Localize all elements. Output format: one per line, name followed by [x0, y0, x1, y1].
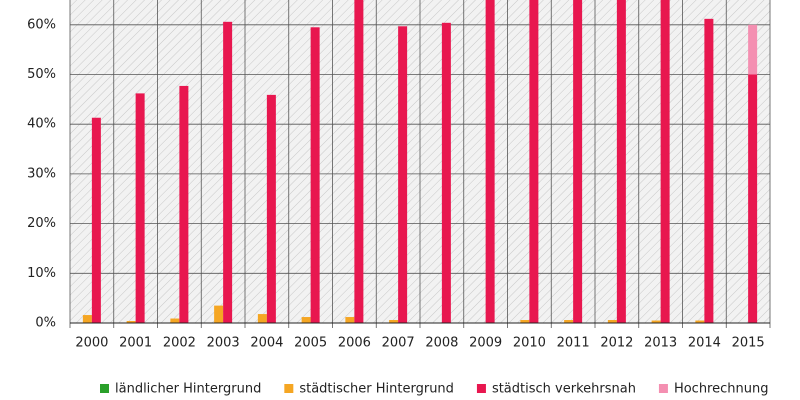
bar: [485, 0, 495, 323]
bar: [301, 317, 311, 323]
bar: [607, 320, 617, 323]
y-tick-label: 20%: [27, 216, 56, 231]
legend-swatch: [284, 384, 294, 393]
bar: [520, 320, 530, 323]
bar: [695, 320, 705, 323]
x-tick-label: 2001: [119, 336, 152, 351]
y-tick-label: 0%: [35, 316, 56, 331]
bar: [310, 27, 320, 323]
bar: [170, 318, 180, 323]
x-tick-label: 2009: [469, 336, 502, 351]
bar: [660, 0, 670, 323]
bars: [82, 0, 758, 324]
x-tick-label: 2005: [294, 336, 327, 351]
x-tick-label: 2003: [207, 336, 240, 351]
axes: 0% 10% 20% 30% 40% 50% 60% 2000 2001 2002 2003 2004…: [27, 17, 770, 351]
x-tick-label: 2000: [75, 336, 108, 351]
bar: [214, 305, 224, 323]
bar: [616, 0, 626, 323]
bar: [266, 94, 276, 323]
x-tick-label: 2011: [557, 336, 590, 351]
bar: [748, 74, 758, 323]
x-tick-label: 2013: [644, 336, 677, 351]
x-tick-label: 2006: [338, 336, 371, 351]
legend-label: ländlicher Hintergrund: [115, 382, 261, 397]
bar: [564, 320, 574, 323]
bar: [704, 18, 714, 324]
bar: [441, 22, 451, 323]
bar: [529, 0, 539, 323]
legend-label: städtischer Hintergrund: [299, 382, 454, 397]
y-tick-label: 50%: [27, 67, 56, 82]
bar: [651, 320, 661, 323]
bar: [91, 117, 101, 323]
bar: [389, 320, 399, 323]
legend-swatch: [658, 384, 668, 393]
y-tick-label: 10%: [27, 266, 56, 281]
bar: [257, 314, 267, 323]
x-tick-label: 2015: [732, 336, 765, 351]
bar: [179, 85, 189, 323]
bar: [748, 24, 758, 75]
x-tick-label: 2002: [163, 336, 196, 351]
legend-label: Hochrechnung: [674, 382, 769, 397]
y-tick-label: 30%: [27, 166, 56, 181]
bar: [573, 0, 583, 323]
legend-swatch: [100, 384, 109, 393]
bar: [126, 321, 136, 323]
y-tick-label: 60%: [27, 17, 56, 32]
bar: [223, 21, 233, 324]
legend-label: städtisch verkehrsnah: [492, 382, 636, 397]
x-tick-label: 2004: [250, 336, 283, 351]
bar: [354, 0, 364, 323]
y-tick-label: 40%: [27, 117, 56, 132]
bar: [135, 93, 145, 323]
x-tick-label: 2014: [688, 336, 721, 351]
bar: [82, 315, 92, 323]
x-tick-label: 2010: [513, 336, 546, 351]
bar: [345, 317, 355, 323]
legend-swatch: [476, 384, 486, 393]
x-tick-label: 2007: [382, 336, 415, 351]
bar: [398, 26, 408, 323]
x-tick-label: 2012: [600, 336, 633, 351]
x-tick-label: 2008: [425, 336, 458, 351]
legend: ländlicher Hintergrund städtischer Hinter…: [100, 382, 768, 397]
